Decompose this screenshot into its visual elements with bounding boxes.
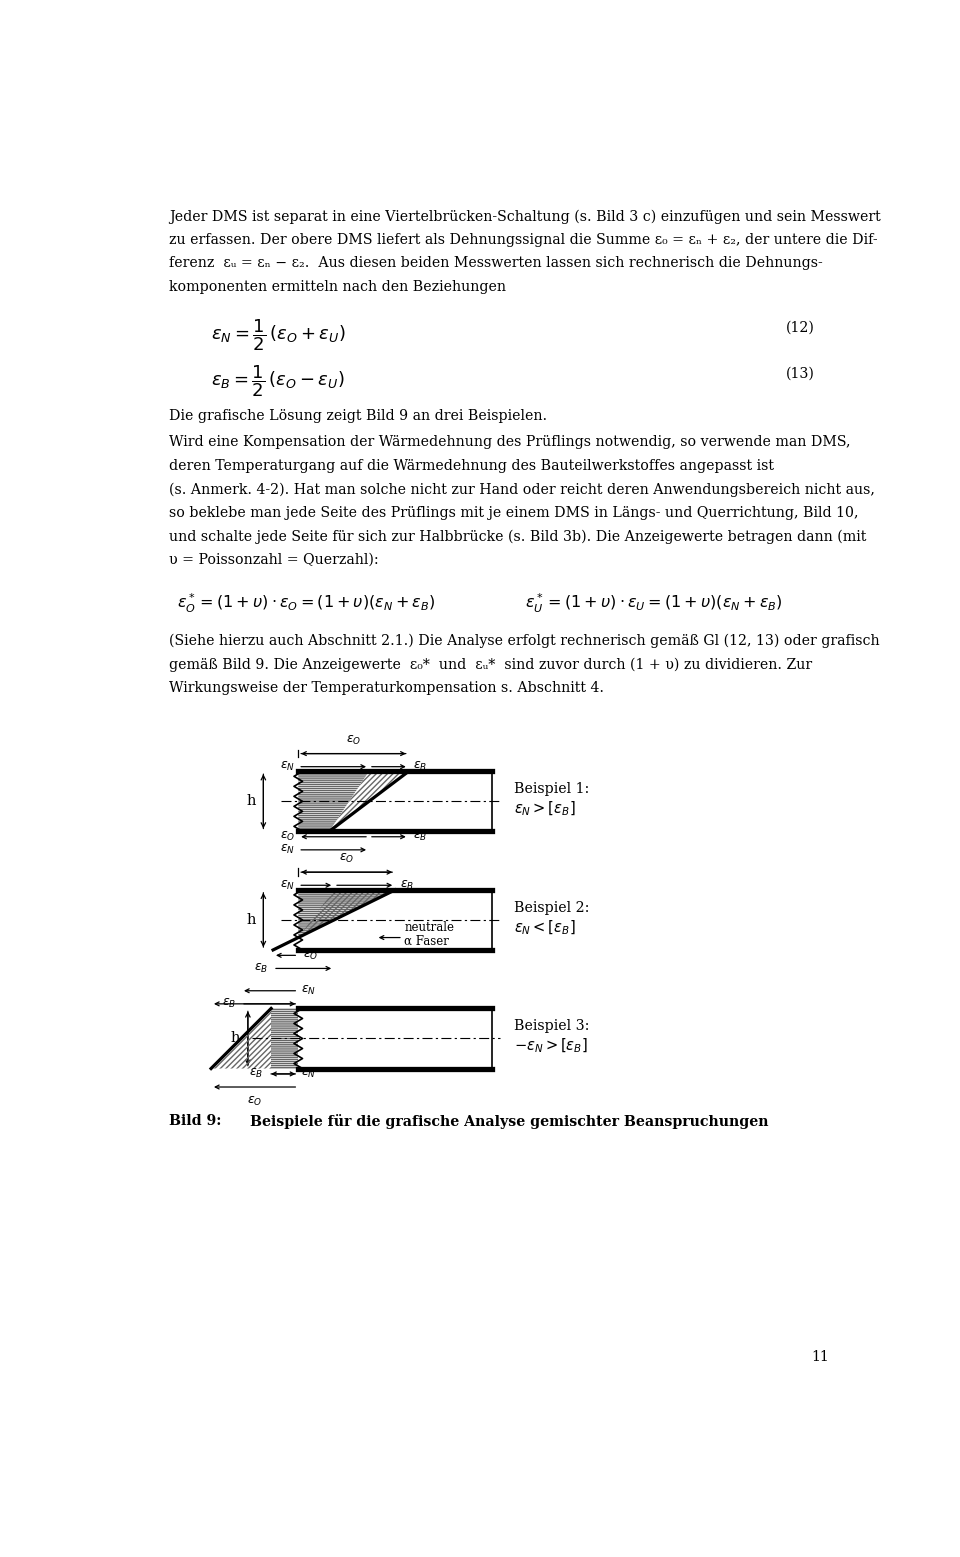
Text: $\varepsilon_O^* = (1+\upsilon)\cdot\varepsilon_O = (1+\upsilon)(\varepsilon_N +: $\varepsilon_O^* = (1+\upsilon)\cdot\var… <box>177 592 435 615</box>
Text: $\varepsilon_B = \dfrac{1}{2}\,(\varepsilon_O - \varepsilon_U)$: $\varepsilon_B = \dfrac{1}{2}\,(\varepsi… <box>211 363 346 399</box>
Text: $\varepsilon_{N}$: $\varepsilon_{N}$ <box>280 878 295 892</box>
Text: 11: 11 <box>811 1350 829 1364</box>
Text: (13): (13) <box>786 367 815 381</box>
Text: $\varepsilon_N = \dfrac{1}{2}\,(\varepsilon_O + \varepsilon_U)$: $\varepsilon_N = \dfrac{1}{2}\,(\varepsi… <box>211 318 346 352</box>
Text: komponenten ermitteln nach den Beziehungen: komponenten ermitteln nach den Beziehung… <box>169 280 506 294</box>
Text: $\varepsilon_{B}$: $\varepsilon_{B}$ <box>399 878 414 892</box>
Text: $\varepsilon_U^* = (1+\upsilon)\cdot\varepsilon_U = (1+\upsilon)(\varepsilon_N +: $\varepsilon_U^* = (1+\upsilon)\cdot\var… <box>525 592 783 615</box>
Text: neutrale: neutrale <box>404 922 454 934</box>
Text: h: h <box>230 1031 240 1045</box>
Text: h: h <box>246 912 255 926</box>
Text: υ = Poissonzahl = Querzahl):: υ = Poissonzahl = Querzahl): <box>169 553 378 567</box>
Text: $-\varepsilon_N > [\varepsilon_B]$: $-\varepsilon_N > [\varepsilon_B]$ <box>514 1037 588 1056</box>
Text: ferenz  εᵤ = εₙ − ε₂.  Aus diesen beiden Messwerten lassen sich rechnerisch die : ferenz εᵤ = εₙ − ε₂. Aus diesen beiden M… <box>169 257 823 271</box>
Text: Die grafische Lösung zeigt Bild 9 an drei Beispielen.: Die grafische Lösung zeigt Bild 9 an dre… <box>169 409 547 424</box>
Text: Jeder DMS ist separat in eine Viertelbrücken-Schaltung (s. Bild 3 c) einzufügen : Jeder DMS ist separat in eine Viertelbrü… <box>169 209 880 224</box>
Text: (s. Anmerk. 4-2). Hat man solche nicht zur Hand oder reicht deren Anwendungsbere: (s. Anmerk. 4-2). Hat man solche nicht z… <box>169 483 875 497</box>
Text: Wirkungsweise der Temperaturkompensation s. Abschnitt 4.: Wirkungsweise der Temperaturkompensation… <box>169 680 604 694</box>
Text: $\varepsilon_{O}$: $\varepsilon_{O}$ <box>303 948 318 962</box>
Text: h: h <box>246 794 255 808</box>
Text: α Faser: α Faser <box>404 934 449 948</box>
Text: so beklebe man jede Seite des Prüflings mit je einem DMS in Längs- und Querricht: so beklebe man jede Seite des Prüflings … <box>169 506 858 520</box>
Text: und schalte jede Seite für sich zur Halbbrücke (s. Bild 3b). Die Anzeigewerte be: und schalte jede Seite für sich zur Halb… <box>169 529 866 543</box>
Text: $\varepsilon_{N}$: $\varepsilon_{N}$ <box>280 844 295 856</box>
Text: $\varepsilon_{B}$: $\varepsilon_{B}$ <box>250 1068 264 1081</box>
Text: deren Temperaturgang auf die Wärmedehnung des Bauteilwerkstoffes angepasst ist: deren Temperaturgang auf die Wärmedehnun… <box>169 459 774 473</box>
Text: $\varepsilon_{O}$: $\varepsilon_{O}$ <box>346 733 361 747</box>
Text: gemäß Bild 9. Die Anzeigewerte  ε₀*  und  εᵤ*  sind zuvor durch (1 + υ) zu divid: gemäß Bild 9. Die Anzeigewerte ε₀* und ε… <box>169 657 812 671</box>
Text: $\varepsilon_{N}$: $\varepsilon_{N}$ <box>301 984 317 998</box>
Text: Beispiel 1:: Beispiel 1: <box>514 782 589 796</box>
Text: $\varepsilon_{B}$: $\varepsilon_{B}$ <box>414 830 427 844</box>
Text: Beispiele für die grafische Analyse gemischter Beanspruchungen: Beispiele für die grafische Analyse gemi… <box>251 1113 769 1129</box>
Text: $\varepsilon_{N}$: $\varepsilon_{N}$ <box>301 1068 317 1081</box>
Text: $\varepsilon_N < [\varepsilon_B]$: $\varepsilon_N < [\varepsilon_B]$ <box>514 919 575 937</box>
Text: (12): (12) <box>786 321 815 335</box>
Text: $\varepsilon_{N}$: $\varepsilon_{N}$ <box>280 760 295 774</box>
Text: (Siehe hierzu auch Abschnitt 2.1.) Die Analyse erfolgt rechnerisch gemäß Gl (12,: (Siehe hierzu auch Abschnitt 2.1.) Die A… <box>169 634 879 648</box>
Text: zu erfassen. Der obere DMS liefert als Dehnungssignal die Summe ε₀ = εₙ + ε₂, de: zu erfassen. Der obere DMS liefert als D… <box>169 232 877 246</box>
Text: Wird eine Kompensation der Wärmedehnung des Prüflings notwendig, so verwende man: Wird eine Kompensation der Wärmedehnung … <box>169 436 851 450</box>
Text: $\varepsilon_{O}$: $\varepsilon_{O}$ <box>280 830 295 844</box>
Text: $\varepsilon_{B}$: $\varepsilon_{B}$ <box>414 760 427 774</box>
Text: Beispiel 3:: Beispiel 3: <box>514 1020 589 1034</box>
Text: $\varepsilon_N > [\varepsilon_B]$: $\varepsilon_N > [\varepsilon_B]$ <box>514 800 575 819</box>
Text: $\varepsilon_{O}$: $\varepsilon_{O}$ <box>247 1095 262 1109</box>
Text: Beispiel 2:: Beispiel 2: <box>514 900 589 914</box>
Text: Bild 9:: Bild 9: <box>169 1113 221 1127</box>
Text: $\varepsilon_{B}$: $\varepsilon_{B}$ <box>222 998 236 1010</box>
Text: $\varepsilon_{O}$: $\varepsilon_{O}$ <box>339 852 354 866</box>
Text: $\varepsilon_{B}$: $\varepsilon_{B}$ <box>254 962 269 975</box>
